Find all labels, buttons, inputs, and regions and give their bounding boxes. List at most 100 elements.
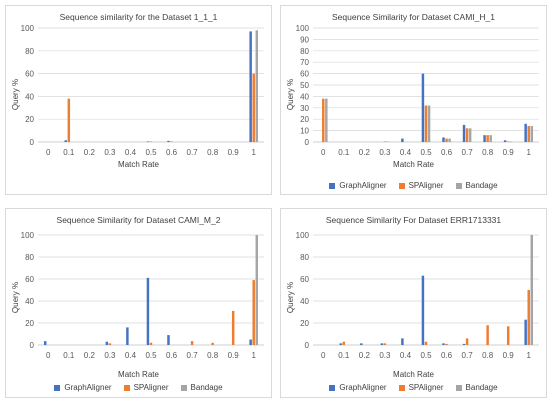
- chart-legend: GraphAligner SPAligner Bandage: [6, 383, 271, 392]
- x-tick-label: 0.6: [166, 148, 178, 157]
- bar-spaligner-0.5: [149, 342, 153, 345]
- x-tick-label: 0.9: [503, 148, 515, 157]
- x-tick-label: 0.4: [400, 148, 412, 157]
- bar-graphaligner-0.4: [401, 338, 404, 345]
- bar-graphaligner-0.8: [483, 135, 486, 142]
- x-axis-label: Match Rate: [393, 370, 434, 379]
- bar-spaligner-0.8: [486, 325, 489, 345]
- bar-spaligner-0.5: [424, 341, 428, 345]
- bar-graphaligner-0.5: [146, 277, 150, 345]
- x-tick-label: 0.7: [462, 351, 474, 360]
- chart-panel-1: 0 20 40 60 80 100 0 0.1 0.2 0.3 0.4 0.5 0.6 0.7 0.8 0.9…: [5, 5, 272, 195]
- y-tick-label: 10: [300, 127, 309, 136]
- x-tick-label: 0.2: [84, 148, 96, 157]
- legend-label: GraphAligner: [339, 181, 387, 190]
- x-tick-label: 0.5: [145, 148, 157, 157]
- bar-spaligner-0.9: [506, 141, 510, 143]
- bar-graphaligner-0.1: [64, 140, 67, 142]
- y-tick-label: 60: [25, 275, 34, 284]
- bar-bandage-1: [530, 235, 534, 345]
- bar-spaligner-1: [527, 126, 530, 142]
- legend-label: Bandage: [465, 181, 498, 190]
- bar-graphaligner-0.6: [167, 335, 170, 345]
- x-axis-label: Match Rate: [118, 370, 159, 379]
- legend-label: Bandage: [190, 383, 223, 392]
- x-tick-label: 0.7: [187, 148, 199, 157]
- x-tick-label: 0: [321, 351, 326, 360]
- x-tick-label: 0.5: [145, 351, 157, 360]
- legend-item-bandage: Bandage: [455, 181, 498, 190]
- bar-graphaligner-0.1: [339, 343, 342, 345]
- y-tick-label: 100: [21, 24, 35, 33]
- bar-spaligner-0.6: [445, 138, 448, 142]
- y-tick-label: 0: [305, 341, 310, 350]
- y-tick-label: 40: [300, 297, 309, 306]
- y-tick-label: 80: [25, 47, 34, 56]
- legend-label: SPAligner: [408, 383, 444, 392]
- bar-spaligner-0.8: [211, 342, 214, 345]
- x-axis-label: Match Rate: [118, 160, 159, 169]
- bar-spaligner-0.3: [383, 343, 387, 345]
- y-tick-label: 100: [21, 231, 35, 240]
- legend-item-graphaligner: GraphAligner: [54, 383, 112, 392]
- y-tick-label: 20: [300, 115, 309, 124]
- chart-plot-3: 0 20 40 60 80 100 0 0.1 0.2 0.3 0.4 0.5 0.6 0.7 0.8 0.9…: [21, 231, 264, 360]
- bar-spaligner-0.7: [465, 338, 469, 345]
- y-tick-label: 80: [300, 253, 309, 262]
- bar-graphaligner-1: [524, 123, 527, 142]
- x-tick-label: 1: [527, 351, 532, 360]
- chart-panel-4: 0 20 40 60 80 100 0 0.1 0.2 0.3 0.4 0.5 0.6 0.7 0.8 0.9…: [280, 208, 547, 398]
- bar-graphaligner-1: [249, 31, 252, 143]
- bar-graphaligner-0.6: [442, 137, 445, 142]
- bar-bandage-0: [325, 98, 328, 142]
- x-tick-label: 0.3: [104, 148, 116, 157]
- bar-graphaligner-0.9: [503, 140, 507, 142]
- x-tick-label: 0.1: [63, 148, 75, 157]
- chart-title: Sequence Similarity For Dataset ERR17133…: [325, 215, 502, 225]
- legend-label: GraphAligner: [64, 383, 112, 392]
- x-tick-label: 0.4: [125, 148, 137, 157]
- bar-graphaligner-0: [43, 341, 47, 345]
- bar-spaligner-0.3: [383, 141, 387, 143]
- bar-spaligner-1: [252, 73, 255, 142]
- bar-spaligner-1: [252, 280, 255, 345]
- x-tick-label: 0.2: [84, 351, 96, 360]
- x-tick-label: 0.8: [482, 148, 494, 157]
- x-tick-label: 0.9: [228, 148, 240, 157]
- bar-spaligner-0.1: [342, 341, 346, 345]
- x-tick-label: 0.7: [462, 148, 474, 157]
- legend-item-spaligner: SPAligner: [123, 383, 169, 392]
- bar-bandage-0.3: [386, 141, 390, 143]
- bar-bandage-0.5: [427, 105, 431, 142]
- x-tick-label: 0.9: [228, 351, 240, 360]
- bar-graphaligner-0.5: [146, 141, 150, 143]
- bar-bandage-0.8: [489, 135, 492, 142]
- y-tick-label: 50: [300, 81, 309, 90]
- bar-bandage-1: [530, 126, 534, 142]
- bar-bandage-0.9: [510, 141, 513, 143]
- x-tick-label: 0.6: [441, 148, 453, 157]
- y-tick-label: 100: [296, 24, 310, 33]
- bar-graphaligner-0.6: [167, 140, 170, 142]
- y-tick-label: 40: [25, 92, 34, 101]
- chart-panel-3: 0 20 40 60 80 100 0 0.1 0.2 0.3 0.4 0.5 0.6 0.7 0.8 0.9…: [5, 208, 272, 398]
- bar-spaligner-0.9: [231, 310, 235, 345]
- bar-graphaligner-0.4: [126, 327, 129, 345]
- chart-plot-4: 0 20 40 60 80 100 0 0.1 0.2 0.3 0.4 0.5 0.6 0.7 0.8 0.9…: [296, 231, 539, 360]
- x-tick-label: 0.4: [400, 351, 412, 360]
- chart-legend: GraphAligner SPAligner Bandage: [281, 383, 546, 392]
- bar-spaligner-0.1: [67, 98, 71, 142]
- y-tick-label: 70: [300, 58, 309, 67]
- bar-graphaligner-0.4: [401, 138, 404, 142]
- bar-bandage-0.7: [468, 128, 472, 142]
- x-tick-label: 0.5: [420, 148, 432, 157]
- bar-graphaligner-0.3: [105, 341, 109, 345]
- y-tick-label: 0: [30, 341, 35, 350]
- legend-item-spaligner: SPAligner: [398, 181, 444, 190]
- legend-item-graphaligner: GraphAligner: [329, 383, 387, 392]
- chart-plot-2: 0 10 20 30 40 50 60 70 80 90 100 0 0.1 0.2 0.3 0.4 0.5 0.…: [296, 24, 539, 157]
- x-tick-label: 0.8: [207, 351, 219, 360]
- y-tick-label: 80: [300, 47, 309, 56]
- bar-spaligner-0.6: [170, 141, 173, 143]
- y-tick-label: 100: [296, 231, 310, 240]
